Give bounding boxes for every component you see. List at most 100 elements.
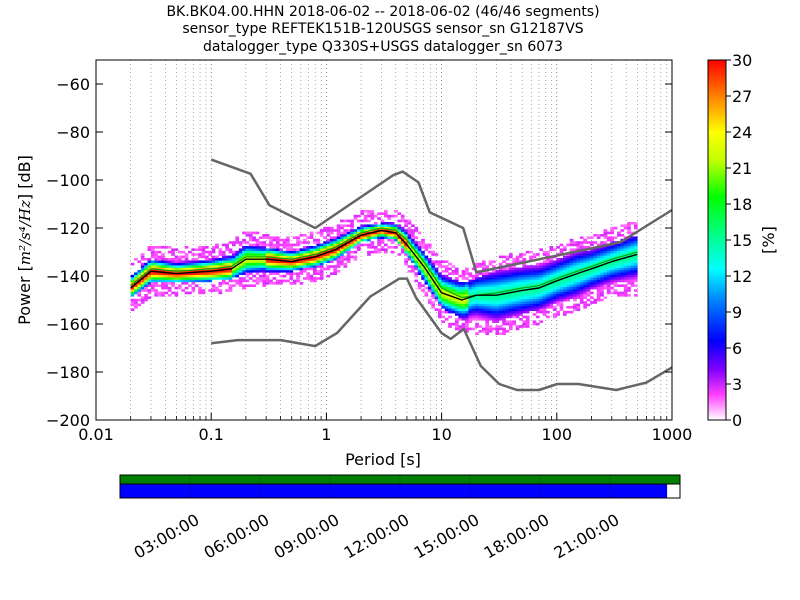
density-cell xyxy=(265,270,270,273)
density-cell xyxy=(232,243,236,247)
density-cell xyxy=(367,246,371,249)
density-cell xyxy=(593,265,598,268)
density-cell xyxy=(302,250,307,254)
density-cell xyxy=(282,243,287,247)
density-cell xyxy=(421,272,425,275)
density-cell xyxy=(262,277,267,280)
density-cell xyxy=(600,279,604,283)
density-cell xyxy=(515,258,520,261)
density-cell xyxy=(431,250,435,254)
density-cell xyxy=(522,291,527,295)
density-cell xyxy=(289,246,294,249)
density-cell xyxy=(242,250,246,254)
density-cell xyxy=(336,241,341,244)
density-cell xyxy=(569,291,574,295)
density-cell xyxy=(448,279,452,283)
density-cell xyxy=(519,310,523,314)
density-cell xyxy=(350,255,354,259)
density-cell xyxy=(316,258,321,261)
density-cell xyxy=(600,262,604,266)
density-cell xyxy=(569,289,574,292)
density-cell xyxy=(583,262,587,266)
density-cell xyxy=(336,224,341,227)
density-cell xyxy=(478,272,483,275)
density-cell xyxy=(414,265,419,268)
density-cell xyxy=(583,296,587,299)
density-cell xyxy=(282,238,287,242)
density-cell xyxy=(461,301,466,304)
density-cell xyxy=(576,262,581,266)
density-cell xyxy=(431,277,435,280)
density-cell xyxy=(444,284,449,287)
density-cell xyxy=(242,248,246,251)
density-cell xyxy=(302,253,307,256)
density-cell xyxy=(593,272,598,275)
density-cell xyxy=(417,282,422,285)
density-cell xyxy=(475,322,479,326)
density-cell xyxy=(431,286,435,290)
density-cell xyxy=(617,260,621,263)
density-cell xyxy=(444,308,449,311)
density-cell xyxy=(363,236,368,239)
density-cell xyxy=(458,310,462,314)
density-cell xyxy=(329,250,334,254)
density-cell xyxy=(269,248,273,251)
density-cell xyxy=(286,267,290,271)
data-bar xyxy=(120,484,668,498)
density-cell xyxy=(586,270,591,273)
density-cell xyxy=(299,234,304,237)
density-cell xyxy=(563,310,567,314)
density-cell xyxy=(296,277,300,280)
density-cell xyxy=(505,294,510,297)
density-cell xyxy=(441,284,446,287)
density-cell xyxy=(552,286,557,290)
density-cell xyxy=(586,277,591,280)
density-cell xyxy=(475,286,479,290)
density-cell xyxy=(539,272,544,275)
density-cell xyxy=(583,303,587,307)
colorbar-label: [%] xyxy=(759,226,778,254)
density-cell xyxy=(130,274,135,278)
density-cell xyxy=(552,274,557,278)
density-cell xyxy=(147,267,152,271)
density-cell xyxy=(465,294,469,297)
density-cell xyxy=(546,286,550,290)
density-cell xyxy=(269,238,273,242)
density-cell xyxy=(542,291,547,295)
density-cell xyxy=(515,272,520,275)
density-cell xyxy=(522,296,527,299)
density-cell xyxy=(542,298,547,302)
density-cell xyxy=(340,243,344,247)
density-cell xyxy=(519,318,523,321)
density-cell xyxy=(579,279,584,283)
density-cell xyxy=(171,258,175,261)
density-cell xyxy=(414,248,419,251)
density-cell xyxy=(613,258,618,261)
density-cell xyxy=(177,279,182,283)
density-cell xyxy=(255,279,260,283)
density-cell xyxy=(336,260,341,263)
density-cell xyxy=(299,241,304,244)
density-cell xyxy=(633,294,638,297)
density-cell xyxy=(221,272,226,275)
density-cell xyxy=(286,262,290,266)
density-cell xyxy=(174,248,179,251)
density-cell xyxy=(596,250,601,254)
colorbar-tick-label: 15 xyxy=(732,231,752,250)
y-axis: −60−80−100−120−140−160−180−200 xyxy=(46,75,672,430)
density-cell xyxy=(481,286,486,290)
density-cell xyxy=(255,270,260,273)
density-cell xyxy=(194,248,199,251)
density-cell xyxy=(546,296,550,299)
density-cell xyxy=(549,284,554,287)
density-cell xyxy=(441,298,446,302)
density-cell xyxy=(481,301,486,304)
density-cell xyxy=(191,286,196,290)
density-cell xyxy=(438,315,442,319)
density-cell xyxy=(492,298,496,302)
density-cell xyxy=(414,260,419,263)
density-cell xyxy=(245,231,250,235)
density-cell xyxy=(552,294,557,297)
density-cell xyxy=(471,308,476,311)
density-cell xyxy=(259,248,263,251)
